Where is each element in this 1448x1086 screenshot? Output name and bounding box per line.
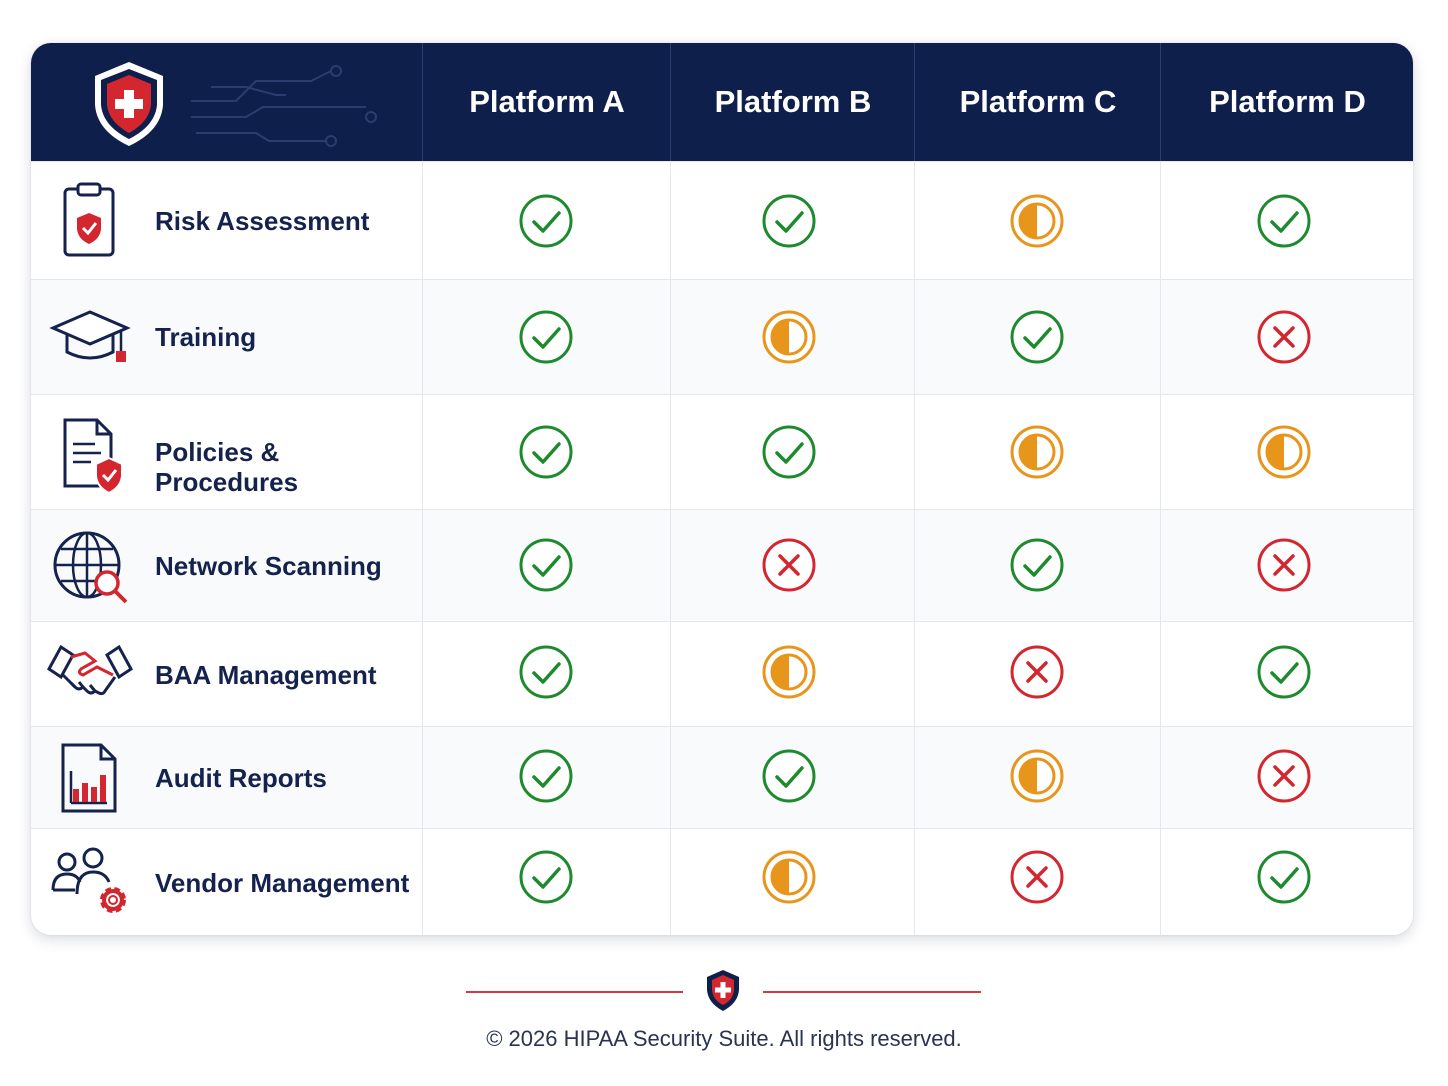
feature-label-audit-reports: Audit Reports — [155, 763, 327, 793]
x-circle-icon — [1255, 747, 1313, 805]
check-circle-icon — [517, 308, 575, 366]
partial-circle-icon — [1008, 747, 1066, 805]
shield-medical-cross-icon — [703, 968, 743, 1013]
table-row: Policies & Procedures — [31, 394, 1413, 510]
x-circle-icon — [1008, 848, 1066, 906]
clipboard-shield-icon — [49, 181, 131, 261]
feature-label-training: Training — [155, 322, 257, 352]
shield-medical-cross-icon — [95, 62, 163, 146]
check-circle-icon — [1255, 848, 1313, 906]
document-shield-icon — [49, 414, 131, 495]
footer-copyright: © 2026 HIPAA Security Suite. All rights … — [486, 1026, 962, 1051]
report-chart-icon — [49, 741, 131, 821]
x-circle-icon — [760, 536, 818, 594]
check-circle-icon — [517, 536, 575, 594]
check-circle-icon — [517, 643, 575, 701]
x-circle-icon — [1255, 308, 1313, 366]
feature-label-network-scanning: Network Scanning — [155, 551, 382, 581]
footer-divider-right — [763, 991, 981, 993]
column-header-platform-d: Platform D — [1160, 43, 1413, 161]
partial-circle-icon — [760, 643, 818, 701]
column-divider — [1160, 161, 1161, 935]
column-divider — [422, 161, 423, 935]
comparison-table: Platform A Platform B Platform C Platfor… — [31, 43, 1413, 935]
column-divider — [914, 161, 915, 935]
check-circle-icon — [760, 423, 818, 481]
check-circle-icon — [517, 848, 575, 906]
check-circle-icon — [517, 192, 575, 250]
x-circle-icon — [1255, 536, 1313, 594]
check-circle-icon — [760, 192, 818, 250]
check-circle-icon — [517, 423, 575, 481]
table-row: Vendor Management — [31, 828, 1413, 935]
globe-search-icon — [49, 527, 131, 607]
partial-circle-icon — [760, 848, 818, 906]
check-circle-icon — [760, 747, 818, 805]
column-divider — [670, 161, 671, 935]
feature-label-policies-procedures: Policies & Procedures — [155, 437, 299, 497]
column-header-platform-a: Platform A — [422, 43, 671, 161]
feature-label-baa-management: BAA Management — [155, 660, 377, 690]
header-logo-area — [31, 43, 422, 161]
column-header-platform-b: Platform B — [670, 43, 915, 161]
partial-circle-icon — [1255, 423, 1313, 481]
circuit-decoration-icon — [191, 65, 377, 147]
table-row: Risk Assessment — [31, 161, 1413, 280]
column-header-platform-c: Platform C — [914, 43, 1161, 161]
table-row: Network Scanning — [31, 509, 1413, 622]
table-row: Training — [31, 279, 1413, 395]
feature-label-vendor-management: Vendor Management — [155, 868, 410, 898]
graduation-cap-icon — [49, 298, 131, 378]
check-circle-icon — [1255, 192, 1313, 250]
partial-circle-icon — [1008, 423, 1066, 481]
x-circle-icon — [1008, 643, 1066, 701]
partial-circle-icon — [1008, 192, 1066, 250]
table-header: Platform A Platform B Platform C Platfor… — [31, 43, 1413, 161]
check-circle-icon — [1255, 643, 1313, 701]
table-row: BAA Management — [31, 621, 1413, 727]
check-circle-icon — [1008, 536, 1066, 594]
footer-divider-left — [466, 991, 683, 993]
handshake-icon — [45, 635, 135, 715]
check-circle-icon — [1008, 308, 1066, 366]
check-circle-icon — [517, 747, 575, 805]
partial-circle-icon — [760, 308, 818, 366]
feature-label-risk-assessment: Risk Assessment — [155, 206, 370, 236]
users-gear-icon — [49, 846, 131, 926]
table-row: Audit Reports — [31, 726, 1413, 829]
